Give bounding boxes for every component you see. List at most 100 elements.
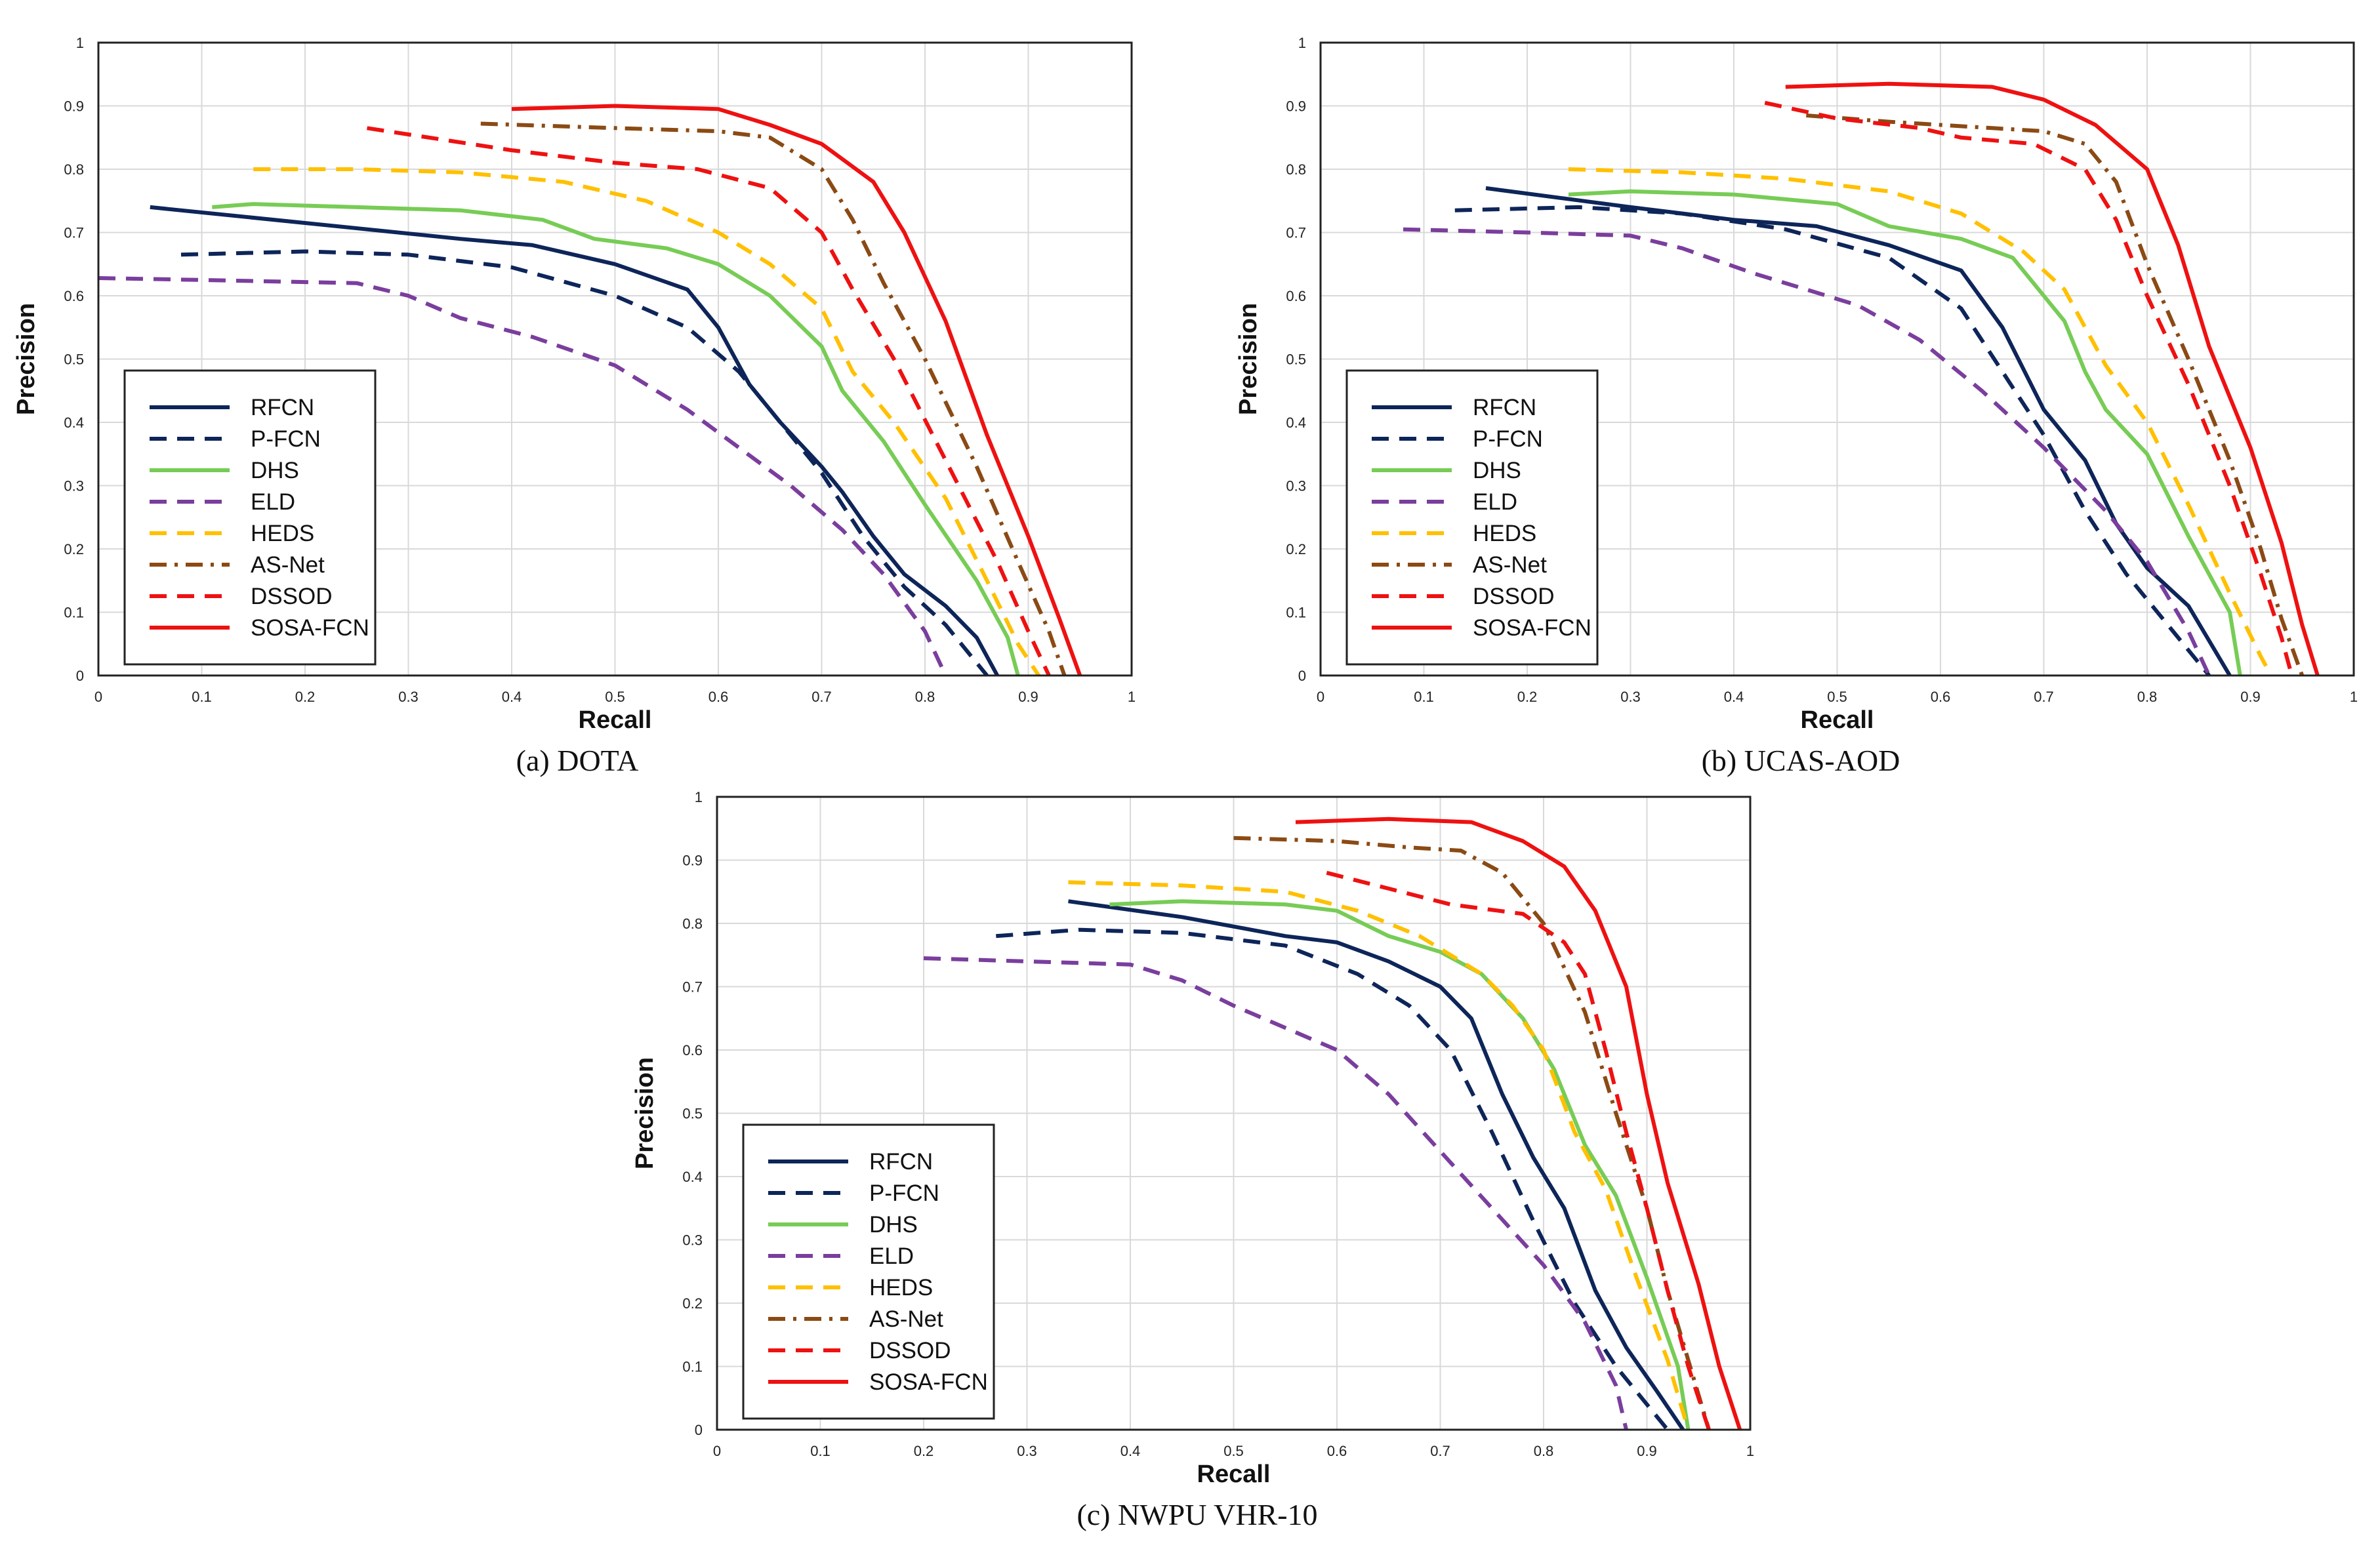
y-tick-label: 0.2 [682, 1295, 703, 1312]
y-tick-label: 0.3 [64, 478, 84, 494]
y-tick-label: 0.5 [682, 1106, 703, 1122]
legend-label-p-fcn: P-FCN [869, 1180, 939, 1206]
series-line-rfcn [1068, 899, 1685, 1431]
legend-label-sosa-fcn: SOSA-FCN [1473, 615, 1591, 641]
series-line-sosa-fcn [511, 104, 1082, 677]
x-tick-label: 0 [94, 689, 102, 705]
y-tick-label: 0 [695, 1422, 703, 1438]
series-line-dssod [367, 126, 1051, 677]
x-tick-label: 0.6 [708, 689, 729, 705]
y-tick-label: 0.2 [1286, 541, 1306, 557]
x-tick-label: 0.3 [1620, 689, 1641, 705]
y-tick-label: 1 [76, 35, 84, 51]
y-tick-label: 0 [1298, 668, 1306, 684]
y-tick-label: 0.4 [64, 414, 84, 431]
y-tick-label: 0.4 [1286, 414, 1306, 431]
x-tick-label: 0.2 [295, 689, 316, 705]
series-line-dhs [1109, 899, 1691, 1430]
legend: RFCN P-FCN DHS ELD HEDS AS-Net DSSOD SOSA-FCN [742, 1123, 995, 1420]
legend: RFCN P-FCN DHS ELD HEDS AS-Net DSSOD SOSA-FCN [123, 369, 377, 666]
plot-frame [1319, 41, 2355, 677]
y-tick-label: 0.6 [1286, 288, 1306, 304]
legend-label-heds: HEDS [251, 521, 314, 546]
x-tick-label: 0.6 [1931, 689, 1951, 705]
series-line-as-net [480, 121, 1067, 676]
legend-label-sosa-fcn: SOSA-FCN [869, 1369, 988, 1395]
series-line-sosa-fcn [1295, 817, 1742, 1430]
x-tick-label: 0.6 [1327, 1443, 1347, 1459]
y-tick-label: 0.7 [64, 225, 84, 241]
x-tick-label: 0.3 [1017, 1443, 1037, 1459]
x-tick-label: 0 [713, 1443, 721, 1459]
x-tick-label: 0.7 [811, 689, 832, 705]
chart-ucas-aod: 0 0.1 0.2 0.3 0.4 0.5 0.6 0.7 0.8 0.9 1 0 0.1 0.2 0.3 0… [1235, 35, 2358, 777]
x-tick-label: 0.1 [810, 1443, 831, 1459]
x-tick-label: 0.4 [1724, 689, 1744, 705]
series-line-heds [1568, 167, 2273, 677]
chart-caption: (b) UCAS-AOD [1702, 744, 1900, 777]
series-line-heds [1068, 880, 1691, 1430]
x-tick-label: 0.9 [2240, 689, 2261, 705]
y-tick-label: 1 [1298, 35, 1306, 51]
x-tick-label: 0.8 [915, 689, 935, 705]
x-tick-label: 0.1 [192, 689, 212, 705]
x-tick-label: 0.4 [502, 689, 522, 705]
legend-label-sosa-fcn: SOSA-FCN [251, 615, 369, 641]
legend-label-dssod: DSSOD [869, 1338, 951, 1363]
x-tick-label: 0.9 [1637, 1443, 1657, 1459]
y-tick-label: 0.3 [682, 1232, 703, 1249]
y-tick-label: 0.9 [64, 98, 84, 115]
legend-label-rfcn: RFCN [251, 395, 314, 420]
legend-label-heds: HEDS [869, 1275, 933, 1301]
legend-label-dhs: DHS [251, 458, 299, 483]
plot-frame [97, 41, 1133, 677]
legend-label-as-net: AS-Net [251, 552, 325, 578]
series-line-rfcn [150, 205, 999, 677]
x-tick-label: 0.9 [1018, 689, 1038, 705]
y-tick-label: 0.4 [682, 1169, 703, 1185]
legend-label-eld: ELD [1473, 489, 1517, 515]
y-tick-label: 0.8 [1286, 161, 1306, 178]
y-tick-label: 0.2 [64, 541, 84, 557]
y-tick-label: 0.7 [1286, 225, 1306, 241]
series-line-heds [253, 167, 1040, 677]
legend-label-p-fcn: P-FCN [251, 426, 321, 452]
y-tick-label: 0.8 [64, 161, 84, 178]
x-tick-label: 0.7 [2034, 689, 2054, 705]
y-tick-label: 0.1 [1286, 605, 1306, 621]
y-tick-label: 0.7 [682, 979, 703, 996]
legend-label-dssod: DSSOD [251, 584, 332, 609]
x-tick-label: 1 [1746, 1443, 1754, 1459]
x-tick-label: 1 [1128, 689, 1136, 705]
legend-box [123, 369, 377, 666]
x-tick-label: 0 [1317, 689, 1324, 705]
y-axis-title: Precision [631, 1057, 659, 1169]
y-tick-label: 0.9 [682, 853, 703, 869]
chart-caption: (a) DOTA [516, 744, 639, 777]
legend-label-eld: ELD [251, 489, 295, 515]
legend-box [1345, 369, 1599, 666]
x-tick-label: 0.8 [1534, 1443, 1554, 1459]
series-line-p-fcn [180, 249, 989, 677]
y-axis-title: Precision [12, 303, 40, 415]
x-tick-label: 0.5 [1223, 1443, 1244, 1459]
y-tick-label: 0.9 [1286, 98, 1306, 115]
chart-nwpu-vhr-10: 0 0.1 0.2 0.3 0.4 0.5 0.6 0.7 0.8 0.9 1 0 0.1 0.2 0.3 0… [631, 789, 1754, 1531]
legend-label-as-net: AS-Net [1473, 552, 1547, 578]
legend: RFCN P-FCN DHS ELD HEDS AS-Net DSSOD SOSA-FCN [1345, 369, 1599, 666]
x-tick-label: 0.5 [1827, 689, 1847, 705]
x-tick-label: 0.8 [2137, 689, 2158, 705]
y-tick-label: 0.1 [64, 605, 84, 621]
legend-label-rfcn: RFCN [869, 1149, 933, 1175]
legend-label-heds: HEDS [1473, 521, 1536, 546]
series-line-p-fcn [1454, 205, 2211, 677]
x-tick-label: 1 [2350, 689, 2358, 705]
x-tick-label: 0.4 [1120, 1443, 1141, 1459]
series-line-dssod [1326, 870, 1711, 1430]
plot-frame [716, 796, 1752, 1431]
series-line-eld [98, 276, 948, 677]
legend-label-dhs: DHS [1473, 458, 1521, 483]
y-tick-label: 0.8 [682, 916, 703, 932]
y-tick-label: 1 [695, 789, 703, 805]
